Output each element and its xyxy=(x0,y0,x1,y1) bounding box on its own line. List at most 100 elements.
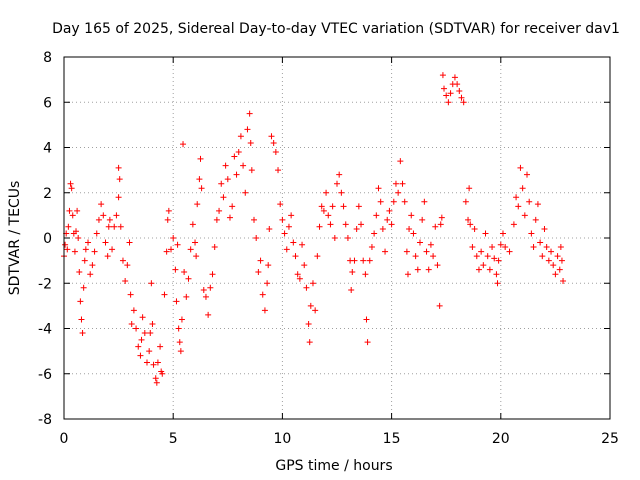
data-point xyxy=(73,228,80,235)
data-point xyxy=(473,253,480,260)
data-point xyxy=(550,262,557,269)
data-point xyxy=(181,268,188,275)
data-point xyxy=(242,189,249,196)
data-point xyxy=(309,280,316,287)
data-point xyxy=(119,257,126,264)
data-point xyxy=(264,280,271,287)
data-point xyxy=(386,207,393,214)
data-point xyxy=(427,241,434,248)
data-point xyxy=(109,246,116,253)
data-point xyxy=(513,194,520,201)
data-point xyxy=(207,284,214,291)
data-point xyxy=(116,176,123,183)
data-point xyxy=(414,266,421,273)
data-point xyxy=(348,287,355,294)
data-point xyxy=(168,246,175,253)
data-point xyxy=(68,185,75,192)
data-point xyxy=(543,244,550,251)
data-point xyxy=(399,180,406,187)
data-point xyxy=(259,291,266,298)
data-point xyxy=(220,194,227,201)
data-point xyxy=(172,266,179,273)
data-point xyxy=(443,92,450,99)
data-point xyxy=(147,330,154,337)
data-point xyxy=(301,262,308,269)
data-point xyxy=(218,180,225,187)
data-point xyxy=(294,271,301,278)
data-point xyxy=(384,216,391,223)
y-tick-label: -2 xyxy=(38,276,52,292)
data-point xyxy=(362,271,369,278)
data-point xyxy=(331,235,338,241)
data-point xyxy=(416,239,423,246)
data-point xyxy=(539,253,546,260)
data-point xyxy=(117,223,124,230)
data-point xyxy=(506,248,513,255)
data-point xyxy=(104,253,111,260)
data-point xyxy=(115,194,122,201)
data-point xyxy=(226,214,233,221)
data-point xyxy=(316,223,323,230)
data-point xyxy=(432,223,439,230)
data-point xyxy=(517,164,524,171)
data-point xyxy=(307,302,314,309)
data-point xyxy=(192,239,199,246)
data-point xyxy=(180,141,187,148)
data-point xyxy=(268,133,275,140)
data-point xyxy=(515,203,522,210)
data-point xyxy=(261,307,268,314)
data-point xyxy=(305,320,312,327)
data-point xyxy=(377,198,384,205)
data-point xyxy=(64,246,71,253)
y-tick-label: -4 xyxy=(38,322,52,338)
data-point xyxy=(466,185,473,192)
data-point xyxy=(445,99,452,106)
data-point xyxy=(216,207,223,214)
data-point xyxy=(170,235,177,241)
data-point xyxy=(275,167,282,174)
data-point xyxy=(229,203,236,210)
data-point xyxy=(224,176,231,183)
data-point xyxy=(323,189,330,196)
data-point xyxy=(560,277,567,284)
data-point xyxy=(89,262,96,269)
data-point xyxy=(493,271,500,278)
data-point xyxy=(111,223,118,230)
data-point xyxy=(193,253,200,260)
data-point xyxy=(128,320,135,327)
data-point xyxy=(320,207,327,214)
data-point xyxy=(253,235,260,241)
data-point xyxy=(460,99,467,106)
data-point xyxy=(106,216,113,223)
data-point xyxy=(375,185,382,192)
data-point xyxy=(102,239,109,246)
data-point xyxy=(541,225,548,232)
data-point xyxy=(157,343,164,350)
data-point xyxy=(557,244,564,251)
axis-ticks: 0 5 10 15 20 25 -8 -6 -4 -2 0 2 4 6 8 xyxy=(38,50,619,447)
data-point xyxy=(390,198,397,205)
data-point xyxy=(499,230,506,237)
data-point xyxy=(462,198,469,205)
data-point xyxy=(113,212,120,219)
data-point xyxy=(281,230,288,237)
data-point xyxy=(152,375,159,382)
data-point xyxy=(135,343,142,350)
data-point xyxy=(71,248,78,255)
data-point xyxy=(392,180,399,187)
data-point xyxy=(363,316,370,323)
data-point xyxy=(138,336,145,343)
data-point xyxy=(358,221,365,228)
data-point xyxy=(344,235,351,241)
data-point xyxy=(79,330,86,337)
data-point xyxy=(246,110,253,117)
data-point xyxy=(255,268,262,275)
data-point xyxy=(465,216,472,223)
data-point xyxy=(530,244,537,251)
y-tick-label: 8 xyxy=(43,50,52,66)
data-point xyxy=(91,248,98,255)
data-point xyxy=(528,230,535,237)
data-point xyxy=(196,176,203,183)
data-point xyxy=(364,339,371,346)
data-point xyxy=(277,201,284,208)
